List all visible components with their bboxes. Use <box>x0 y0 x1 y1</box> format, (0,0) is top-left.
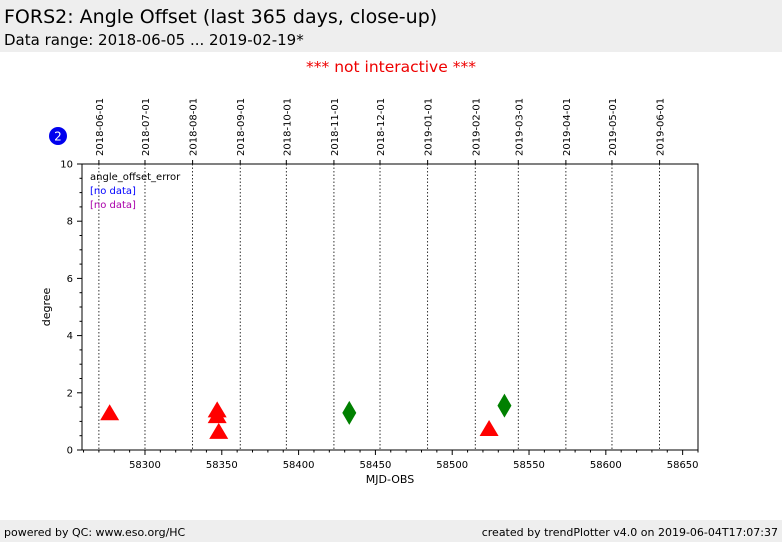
y-tick-label: 6 <box>67 274 73 285</box>
data-range-subtitle: Data range: 2018-06-05 ... 2019-02-19* <box>4 31 304 49</box>
top-axis-date-label: 2019-02-01 <box>471 98 482 156</box>
top-axis-date-label: 2018-06-01 <box>95 98 106 156</box>
top-axis-date-label: 2018-09-01 <box>236 98 247 156</box>
x-tick-label: 58650 <box>667 460 699 471</box>
x-tick-label: 58350 <box>206 460 238 471</box>
legend-entry-angle-offset-error: angle_offset_error <box>90 172 181 183</box>
x-tick-label: 58600 <box>590 460 622 471</box>
data-point-triangle <box>209 422 229 439</box>
top-axis-date-label: 2018-12-01 <box>376 98 387 156</box>
x-tick-label: 58550 <box>513 460 545 471</box>
x-axis-label: MJD-OBS <box>366 473 414 486</box>
count-badge: 2 <box>49 127 67 145</box>
grid-lines <box>98 160 661 450</box>
data-point-triangle <box>479 419 499 436</box>
top-axis-date-label: 2018-07-01 <box>141 98 152 156</box>
data-markers <box>100 393 512 439</box>
x-axis-ticks: 58300 58350 58400 58450 58500 58550 58600 58650 <box>83 450 699 471</box>
y-tick-label: 10 <box>60 160 73 171</box>
x-tick-label: 58300 <box>129 460 161 471</box>
not-interactive-notice: *** not interactive *** <box>306 58 476 76</box>
data-point-triangle <box>207 407 227 424</box>
footer-powered-by: powered by QC: www.eso.org/HC <box>4 526 186 539</box>
footer: powered by QC: www.eso.org/HC created by… <box>0 520 782 542</box>
badge-count: 2 <box>54 130 62 144</box>
page-title: FORS2: Angle Offset (last 365 days, clos… <box>4 6 438 28</box>
x-tick-label: 58400 <box>283 460 315 471</box>
y-tick-label: 0 <box>67 446 73 457</box>
top-axis-labels: 2018-06-01 2018-07-01 2018-08-01 2018-09-01… <box>95 98 667 156</box>
top-axis-date-label: 2019-06-01 <box>656 98 667 156</box>
legend-entry-no-data-magenta: [no data] <box>90 200 136 211</box>
top-axis-date-label: 2018-08-01 <box>189 98 200 156</box>
y-axis-ticks: 0 2 4 6 8 10 <box>60 160 82 457</box>
top-axis-date-label: 2018-10-01 <box>282 98 293 156</box>
legend: angle_offset_error [no data] [no data] <box>90 172 181 211</box>
top-axis-date-label: 2019-03-01 <box>514 98 525 156</box>
data-point-diamond <box>342 400 357 425</box>
y-tick-label: 2 <box>67 388 73 399</box>
x-tick-label: 58450 <box>360 460 392 471</box>
top-axis-date-label: 2018-11-01 <box>330 98 341 156</box>
plot-frame <box>81 163 699 451</box>
y-tick-label: 8 <box>67 217 73 228</box>
y-axis-label: degree <box>40 288 53 327</box>
top-axis-date-label: 2019-04-01 <box>562 98 573 156</box>
top-axis-date-label: 2019-01-01 <box>424 98 435 156</box>
x-tick-label: 58500 <box>436 460 468 471</box>
badge-circle <box>49 127 67 145</box>
header: FORS2: Angle Offset (last 365 days, clos… <box>0 0 782 52</box>
top-axis-date-label: 2019-05-01 <box>608 98 619 156</box>
data-point-triangle <box>100 404 120 421</box>
y-tick-label: 4 <box>67 331 73 342</box>
data-point-diamond <box>497 393 512 418</box>
legend-entry-no-data-blue: [no data] <box>90 186 136 197</box>
footer-created-by: created by trendPlotter v4.0 on 2019-06-… <box>481 526 778 539</box>
